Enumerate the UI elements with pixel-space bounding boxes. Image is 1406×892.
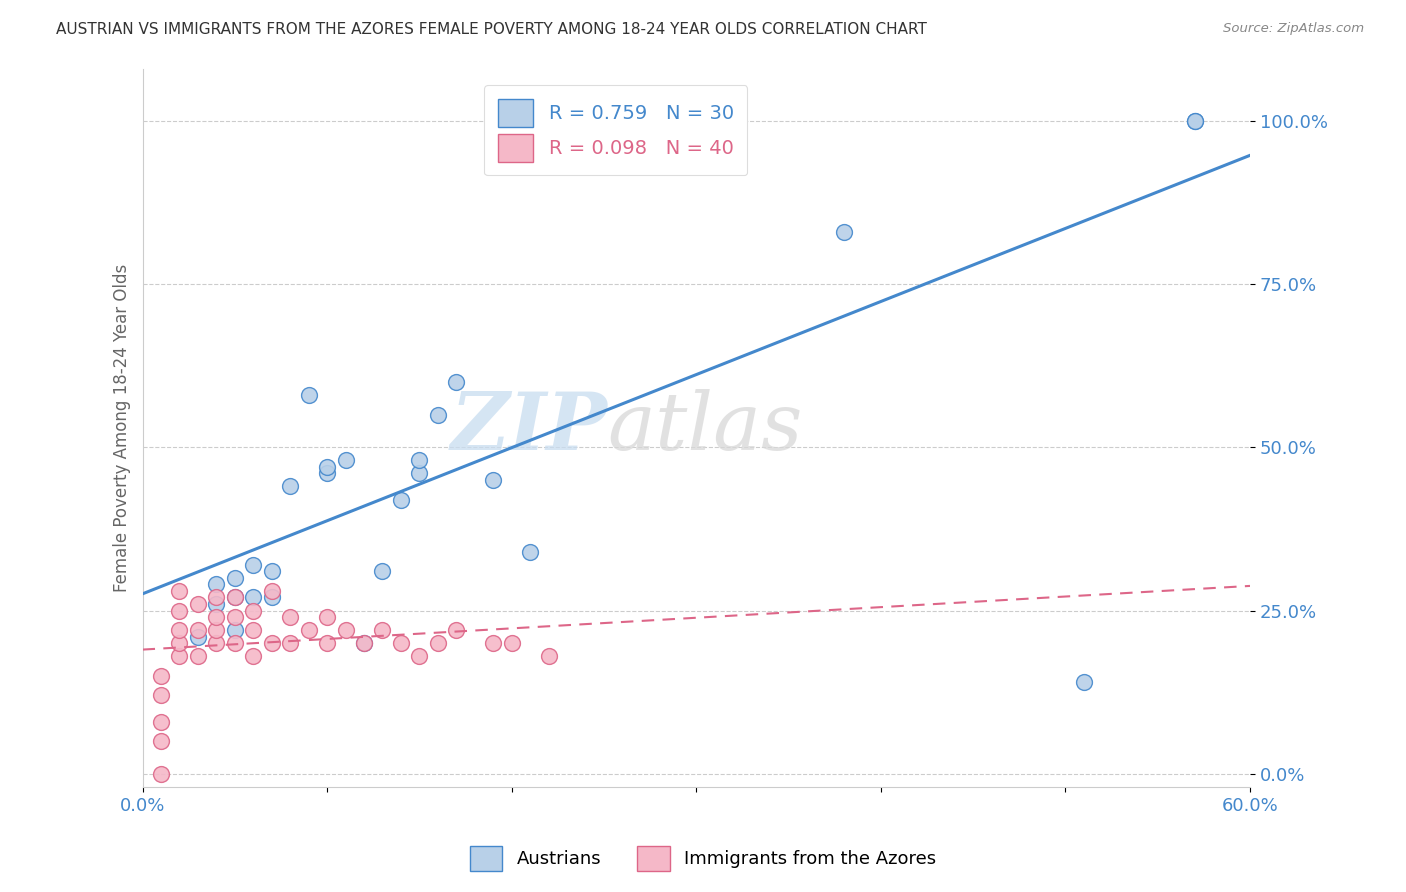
Point (224, 591, 246, 605)
Point (205, 610, 228, 624)
Point (353, 636, 375, 650)
Point (408, 453, 430, 467)
Point (426, 636, 449, 650)
Point (408, 649, 430, 664)
Point (519, 545, 541, 559)
Point (150, 689, 173, 703)
Point (426, 408, 449, 422)
Point (169, 583, 191, 598)
Text: ZIP: ZIP (451, 389, 607, 467)
Point (187, 623, 209, 637)
Point (335, 453, 357, 467)
Point (408, 467, 430, 481)
Point (242, 649, 264, 664)
Point (224, 623, 246, 637)
Point (537, 649, 560, 664)
Point (298, 388, 321, 402)
Point (205, 591, 228, 605)
Point (1184, 113, 1206, 128)
Point (316, 636, 339, 650)
Point (150, 734, 173, 748)
Point (224, 591, 246, 605)
Point (278, 636, 301, 650)
Point (482, 636, 505, 650)
Point (150, 669, 173, 683)
Point (1073, 675, 1095, 690)
Point (260, 565, 283, 579)
Point (224, 571, 246, 585)
Point (224, 636, 246, 650)
Text: Source: ZipAtlas.com: Source: ZipAtlas.com (1223, 22, 1364, 36)
Point (703, 113, 725, 128)
Point (389, 492, 412, 507)
Point (169, 623, 191, 637)
Point (187, 630, 209, 644)
Y-axis label: Female Poverty Among 18-24 Year Olds: Female Poverty Among 18-24 Year Olds (114, 263, 131, 591)
Point (316, 467, 339, 481)
Point (316, 610, 339, 624)
Point (335, 623, 357, 637)
Point (169, 603, 191, 617)
Point (1184, 113, 1206, 128)
Point (205, 623, 228, 637)
Point (832, 225, 855, 239)
Point (501, 636, 523, 650)
Text: AUSTRIAN VS IMMIGRANTS FROM THE AZORES FEMALE POVERTY AMONG 18-24 YEAR OLDS CORR: AUSTRIAN VS IMMIGRANTS FROM THE AZORES F… (56, 22, 927, 37)
Point (446, 623, 468, 637)
Point (224, 610, 246, 624)
Point (260, 583, 283, 598)
Point (169, 636, 191, 650)
Point (278, 610, 301, 624)
Point (260, 636, 283, 650)
Point (353, 636, 375, 650)
Legend: Austrians, Immigrants from the Azores: Austrians, Immigrants from the Azores (463, 838, 943, 879)
Text: atlas: atlas (607, 389, 803, 467)
Point (242, 558, 264, 572)
Point (260, 591, 283, 605)
Point (371, 565, 394, 579)
Point (187, 649, 209, 664)
Point (169, 649, 191, 664)
Point (298, 623, 321, 637)
Point (482, 473, 505, 487)
Point (316, 459, 339, 474)
Point (242, 591, 264, 605)
Point (685, 113, 707, 128)
Point (278, 479, 301, 493)
Point (371, 623, 394, 637)
Point (389, 636, 412, 650)
Point (187, 597, 209, 611)
Point (446, 375, 468, 389)
Legend: R = 0.759   N = 30, R = 0.098   N = 40: R = 0.759 N = 30, R = 0.098 N = 40 (485, 86, 748, 176)
Point (150, 714, 173, 729)
Point (205, 636, 228, 650)
Point (205, 597, 228, 611)
Point (205, 577, 228, 591)
Point (242, 623, 264, 637)
Point (150, 766, 173, 780)
Point (242, 603, 264, 617)
